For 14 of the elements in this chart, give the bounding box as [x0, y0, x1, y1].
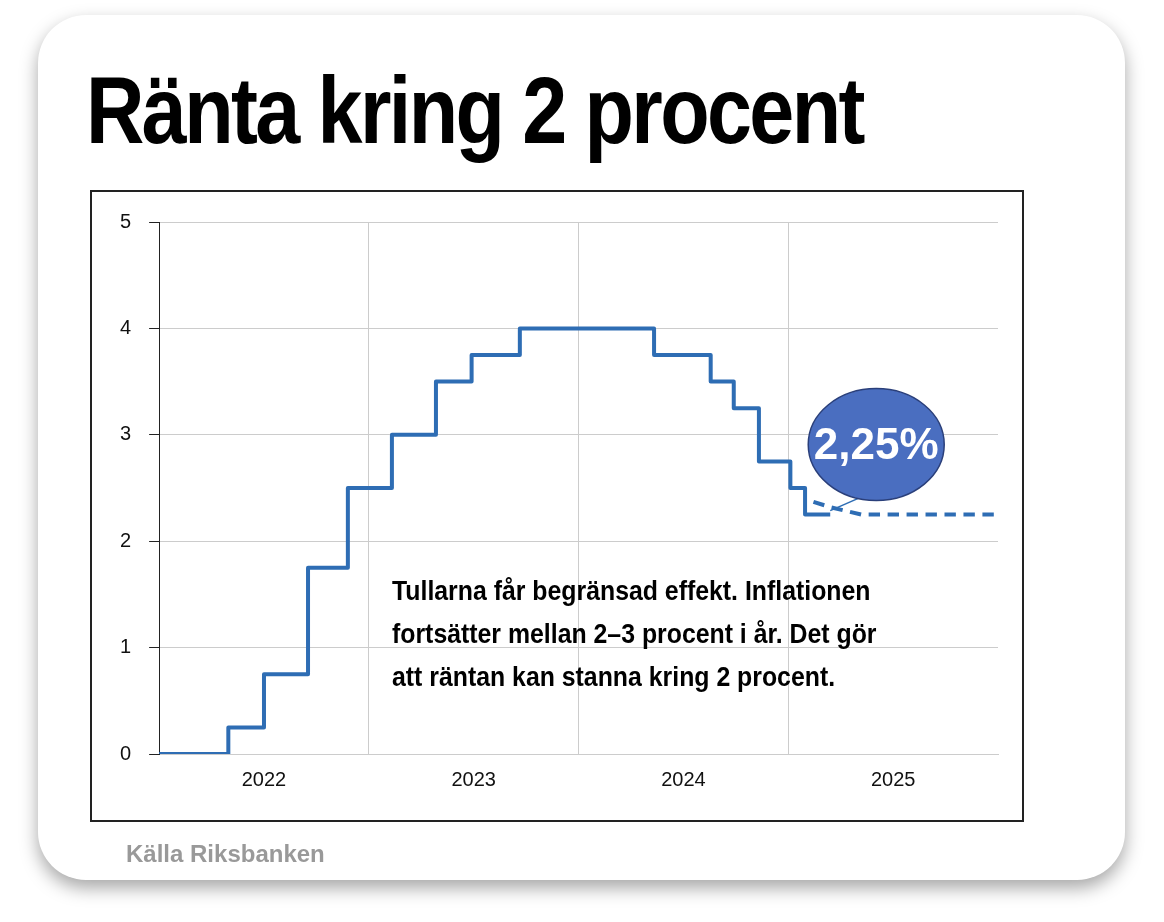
x-tick-label: 2022: [241, 767, 287, 790]
y-tick-label: 0: [120, 741, 132, 764]
text: Källa Riksbanken: [126, 840, 325, 868]
y-tick-label: 2: [120, 528, 132, 551]
chart-title: Ränta kring 2 procent: [86, 57, 865, 165]
y-tick-label: 3: [120, 422, 132, 445]
y-tick-label: 1: [120, 635, 132, 658]
annotation: 2,25%: [813, 418, 939, 468]
x-tick-label: 2023: [451, 767, 496, 790]
annotation: Tullarna får begränsad effekt. Inflationen fortsätter mellan 2–3 procent i år. Det gör att räntan kan stanna kring 2 procent.: [392, 575, 878, 694]
x-tick-label: 2024: [661, 767, 706, 790]
y-tick-label: 5: [120, 209, 132, 232]
x-tick-label: 2025: [870, 767, 916, 790]
y-tick-label: 4: [120, 315, 132, 338]
